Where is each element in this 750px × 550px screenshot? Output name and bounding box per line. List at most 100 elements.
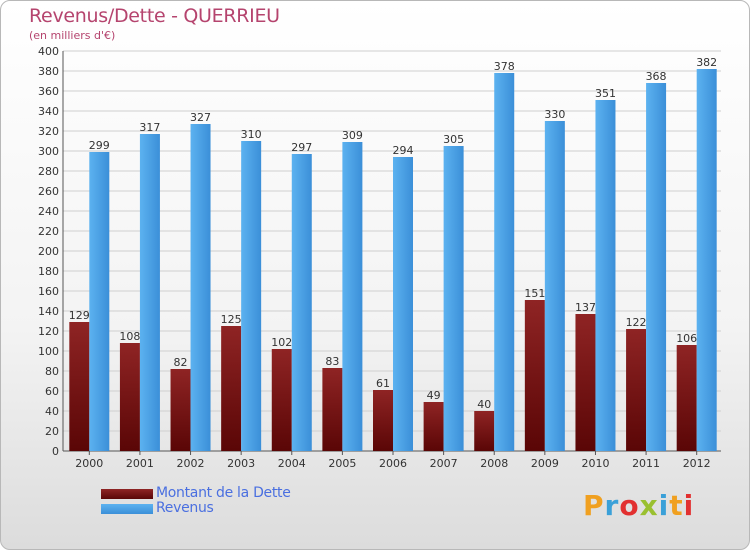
legend-label-dette: Montant de la Dette: [156, 485, 291, 501]
chart-title: Revenus/Dette - QUERRIEU: [29, 5, 280, 27]
bar-revenus: [291, 154, 312, 451]
x-tick-label: 2002: [177, 457, 205, 470]
bar-dette: [119, 343, 140, 451]
value-label-dette: 40: [477, 398, 491, 411]
bar-dette: [271, 349, 292, 451]
value-label-revenus: 382: [696, 56, 717, 69]
legend-swatch-dette: [101, 489, 153, 499]
value-label-dette: 125: [221, 313, 242, 326]
bar-revenus: [89, 152, 110, 451]
x-tick-label: 2008: [480, 457, 508, 470]
y-tick-label: 160: [38, 285, 59, 298]
x-tick-label: 2011: [632, 457, 660, 470]
x-tick-label: 2007: [430, 457, 458, 470]
x-tick-label: 2003: [227, 457, 255, 470]
y-tick-label: 220: [38, 225, 59, 238]
y-tick-label: 40: [45, 405, 59, 418]
y-tick-label: 0: [52, 445, 59, 458]
y-tick-label: 60: [45, 385, 59, 398]
bar-revenus: [139, 134, 160, 451]
bar-revenus: [696, 69, 717, 451]
bar-dette: [373, 390, 393, 451]
bar-dette: [423, 402, 444, 451]
bar-revenus: [190, 124, 211, 451]
value-label-revenus: 368: [646, 70, 667, 83]
x-tick-label: 2005: [328, 457, 356, 470]
x-tick-label: 2006: [379, 457, 407, 470]
logo-letter: P: [583, 489, 605, 522]
y-tick-label: 400: [38, 45, 59, 58]
value-label-dette: 49: [427, 389, 441, 402]
value-label-dette: 82: [174, 356, 188, 369]
y-tick-label: 320: [38, 125, 59, 138]
y-tick-label: 140: [38, 305, 59, 318]
value-label-dette: 102: [271, 336, 292, 349]
x-tick-label: 2001: [126, 457, 154, 470]
x-tick-label: 2012: [683, 457, 711, 470]
proxiti-logo: Proxiti: [583, 489, 694, 522]
legend-label-revenus: Revenus: [156, 500, 214, 516]
bar-dette: [474, 411, 495, 451]
y-tick-label: 240: [38, 205, 59, 218]
value-label-revenus: 305: [443, 133, 464, 146]
bar-revenus: [443, 146, 464, 451]
logo-letter: i: [658, 489, 670, 522]
bar-dette: [170, 369, 191, 451]
bar-revenus: [595, 100, 616, 451]
x-tick-label: 2010: [581, 457, 609, 470]
value-label-revenus: 299: [89, 139, 110, 152]
bar-dette: [575, 314, 596, 451]
y-tick-label: 380: [38, 65, 59, 78]
bar-revenus: [393, 157, 413, 451]
y-tick-label: 80: [45, 365, 59, 378]
logo-letter: r: [604, 489, 620, 522]
value-label-revenus: 294: [393, 144, 414, 157]
y-tick-label: 360: [38, 85, 59, 98]
y-tick-label: 260: [38, 185, 59, 198]
y-tick-label: 200: [38, 245, 59, 258]
bar-revenus: [241, 141, 262, 451]
value-label-revenus: 317: [139, 121, 160, 134]
value-label-dette: 129: [69, 309, 90, 322]
value-label-dette: 151: [524, 287, 545, 300]
bar-dette: [524, 300, 545, 451]
bar-revenus: [544, 121, 565, 451]
y-tick-label: 120: [38, 325, 59, 338]
y-tick-label: 180: [38, 265, 59, 278]
chart-subtitle: (en milliers d'€): [29, 29, 116, 42]
y-tick-label: 20: [45, 425, 59, 438]
x-tick-label: 2009: [531, 457, 559, 470]
value-label-revenus: 378: [494, 60, 515, 73]
value-label-revenus: 297: [291, 141, 312, 154]
y-tick-label: 100: [38, 345, 59, 358]
bar-revenus: [646, 83, 667, 451]
logo-letter: i: [683, 489, 695, 522]
value-label-revenus: 327: [190, 111, 211, 124]
y-tick-label: 280: [38, 165, 59, 178]
value-label-dette: 61: [376, 377, 390, 390]
legend-swatch-revenus: [101, 504, 153, 514]
logo-letter: x: [639, 489, 659, 522]
value-label-revenus: 310: [241, 128, 262, 141]
y-tick-label: 300: [38, 145, 59, 158]
value-label-dette: 137: [575, 301, 596, 314]
bar-revenus: [342, 142, 363, 451]
y-tick-label: 340: [38, 105, 59, 118]
bar-dette: [626, 329, 647, 451]
x-tick-label: 2000: [75, 457, 103, 470]
bar-dette: [221, 326, 242, 451]
value-label-dette: 108: [119, 330, 140, 343]
logo-letter: o: [619, 489, 640, 522]
logo-letter: t: [669, 489, 684, 522]
value-label-dette: 83: [325, 355, 339, 368]
x-tick-label: 2004: [278, 457, 306, 470]
value-label-revenus: 309: [342, 129, 363, 142]
bar-dette: [676, 345, 697, 451]
bar-dette: [69, 322, 90, 451]
value-label-revenus: 351: [595, 87, 616, 100]
value-label-revenus: 330: [544, 108, 565, 121]
value-label-dette: 122: [626, 316, 647, 329]
value-label-dette: 106: [676, 332, 697, 345]
bar-revenus: [494, 73, 515, 451]
